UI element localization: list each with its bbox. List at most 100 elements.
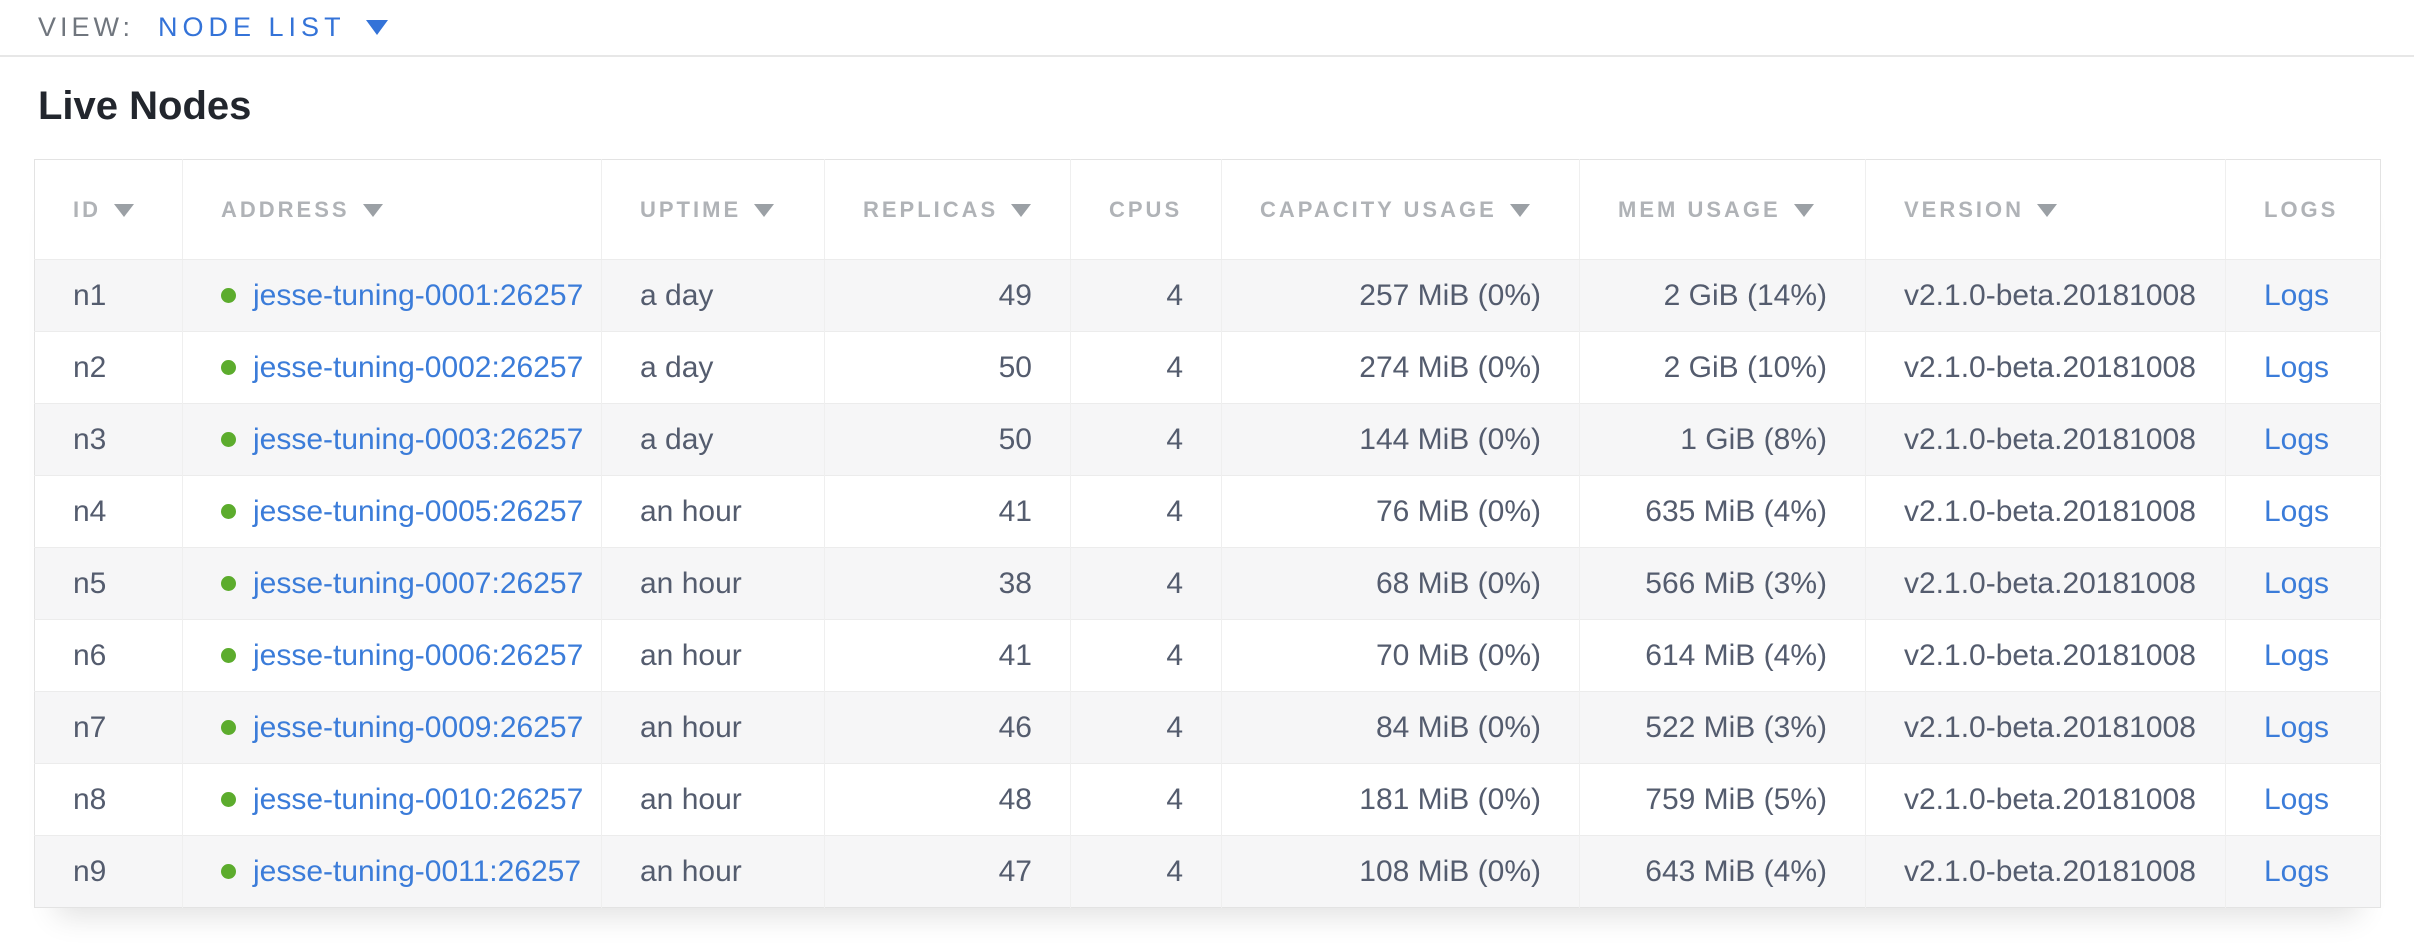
address-cell: jesse-tuning-0001:26257: [182, 259, 602, 332]
id-value: n6: [73, 638, 107, 672]
uptime-value: a day: [640, 278, 714, 312]
column-header-id[interactable]: ID: [34, 159, 183, 260]
cpus-value: 4: [1166, 566, 1183, 600]
column-header-capacity[interactable]: CAPACITY USAGE: [1221, 159, 1580, 260]
mem-value: 2 GiB (10%): [1663, 350, 1827, 384]
capacity-value: 76 MiB (0%): [1375, 494, 1541, 528]
cpus-value: 4: [1166, 278, 1183, 312]
node-logs-link[interactable]: Logs: [2264, 278, 2330, 312]
view-selector-dropdown[interactable]: NODE LIST: [158, 12, 388, 43]
uptime-cell: an hour: [601, 691, 825, 764]
replicas-value: 48: [998, 782, 1032, 816]
column-label-id: ID: [73, 196, 101, 222]
address-cell: jesse-tuning-0005:26257: [182, 475, 602, 548]
address-cell: jesse-tuning-0006:26257: [182, 619, 602, 692]
replicas-cell: 46: [824, 691, 1071, 764]
uptime-value: an hour: [640, 710, 742, 744]
replicas-cell: 47: [824, 835, 1071, 908]
version-cell: v2.1.0-beta.20181008: [1865, 547, 2226, 620]
cpus-value: 4: [1166, 422, 1183, 456]
view-selected-value: NODE LIST: [158, 12, 346, 42]
table-row: n3 jesse-tuning-0003:26257 a day 50 4 144 MiB…: [34, 403, 2381, 476]
capacity-value: 108 MiB (0%): [1359, 854, 1541, 888]
mem-value: 1 GiB (8%): [1680, 422, 1827, 456]
column-header-version[interactable]: VERSION: [1865, 159, 2226, 260]
uptime-value: an hour: [640, 854, 742, 888]
table-row: n5 jesse-tuning-0007:26257 an hour 38 4 68 Mi…: [34, 547, 2381, 620]
capacity-cell: 144 MiB (0%): [1221, 403, 1580, 476]
mem-value: 635 MiB (4%): [1645, 494, 1827, 528]
address-cell: jesse-tuning-0010:26257: [182, 763, 602, 836]
table-row: n9 jesse-tuning-0011:26257 an hour 47 4 108 M…: [34, 835, 2381, 908]
node-address-link[interactable]: jesse-tuning-0006:26257: [253, 638, 584, 672]
cpus-cell: 4: [1070, 475, 1222, 548]
node-address-link[interactable]: jesse-tuning-0007:26257: [253, 566, 584, 600]
column-label-uptime: UPTIME: [640, 196, 742, 222]
version-value: v2.1.0-beta.20181008: [1904, 494, 2196, 528]
cpus-cell: 4: [1070, 259, 1222, 332]
uptime-value: a day: [640, 350, 714, 384]
node-logs-link[interactable]: Logs: [2264, 638, 2330, 672]
mem-value: 566 MiB (3%): [1645, 566, 1827, 600]
mem-value: 614 MiB (4%): [1645, 638, 1827, 672]
sort-descending-icon: [114, 203, 134, 217]
table-row: n6 jesse-tuning-0006:26257 an hour 41 4 70 Mi…: [34, 619, 2381, 692]
column-header-cpus: CPUS: [1070, 159, 1222, 260]
uptime-cell: a day: [601, 331, 825, 404]
node-address-link[interactable]: jesse-tuning-0009:26257: [253, 710, 584, 744]
node-live-status-icon: [221, 575, 236, 591]
id-cell: n8: [34, 763, 183, 836]
cpus-value: 4: [1166, 494, 1183, 528]
node-address-link[interactable]: jesse-tuning-0002:26257: [253, 350, 584, 384]
id-cell: n4: [34, 475, 183, 548]
logs-cell: Logs: [2225, 259, 2381, 332]
version-value: v2.1.0-beta.20181008: [1904, 350, 2196, 384]
column-header-address[interactable]: ADDRESS: [182, 159, 602, 260]
table-header-row: ID ADDRESS UPTIME REPLICAS CPUS CAPACITY USAG…: [34, 159, 2381, 260]
mem-cell: 635 MiB (4%): [1579, 475, 1866, 548]
node-logs-link[interactable]: Logs: [2264, 422, 2330, 456]
node-logs-link[interactable]: Logs: [2264, 566, 2330, 600]
node-logs-link[interactable]: Logs: [2264, 350, 2330, 384]
node-live-status-icon: [221, 791, 236, 807]
node-address-link[interactable]: jesse-tuning-0001:26257: [253, 278, 584, 312]
column-header-uptime[interactable]: UPTIME: [601, 159, 825, 260]
id-cell: n5: [34, 547, 183, 620]
node-logs-link[interactable]: Logs: [2264, 710, 2330, 744]
id-value: n3: [73, 422, 107, 456]
id-value: n8: [73, 782, 107, 816]
table-row: n7 jesse-tuning-0009:26257 an hour 46 4 84 Mi…: [34, 691, 2381, 764]
version-cell: v2.1.0-beta.20181008: [1865, 619, 2226, 692]
uptime-cell: a day: [601, 259, 825, 332]
node-logs-link[interactable]: Logs: [2264, 854, 2330, 888]
node-address-link[interactable]: jesse-tuning-0005:26257: [253, 494, 584, 528]
id-cell: n2: [34, 331, 183, 404]
column-header-replicas[interactable]: REPLICAS: [824, 159, 1071, 260]
node-logs-link[interactable]: Logs: [2264, 782, 2330, 816]
address-cell: jesse-tuning-0003:26257: [182, 403, 602, 476]
logs-cell: Logs: [2225, 547, 2381, 620]
id-value: n9: [73, 854, 107, 888]
id-value: n5: [73, 566, 107, 600]
capacity-value: 257 MiB (0%): [1359, 278, 1541, 312]
column-header-mem[interactable]: MEM USAGE: [1579, 159, 1866, 260]
capacity-value: 84 MiB (0%): [1375, 710, 1541, 744]
id-value: n2: [73, 350, 107, 384]
capacity-cell: 181 MiB (0%): [1221, 763, 1580, 836]
node-address-link[interactable]: jesse-tuning-0010:26257: [253, 782, 584, 816]
replicas-value: 47: [998, 854, 1032, 888]
capacity-value: 144 MiB (0%): [1359, 422, 1541, 456]
node-logs-link[interactable]: Logs: [2264, 494, 2330, 528]
version-value: v2.1.0-beta.20181008: [1904, 782, 2196, 816]
cpus-cell: 4: [1070, 691, 1222, 764]
capacity-value: 181 MiB (0%): [1359, 782, 1541, 816]
replicas-cell: 50: [824, 403, 1071, 476]
logs-cell: Logs: [2225, 619, 2381, 692]
id-cell: n3: [34, 403, 183, 476]
node-live-status-icon: [221, 863, 236, 879]
node-address-link[interactable]: jesse-tuning-0003:26257: [253, 422, 584, 456]
chevron-down-icon: [365, 20, 388, 35]
node-address-link[interactable]: jesse-tuning-0011:26257: [253, 854, 582, 888]
replicas-cell: 38: [824, 547, 1071, 620]
replicas-value: 38: [998, 566, 1032, 600]
